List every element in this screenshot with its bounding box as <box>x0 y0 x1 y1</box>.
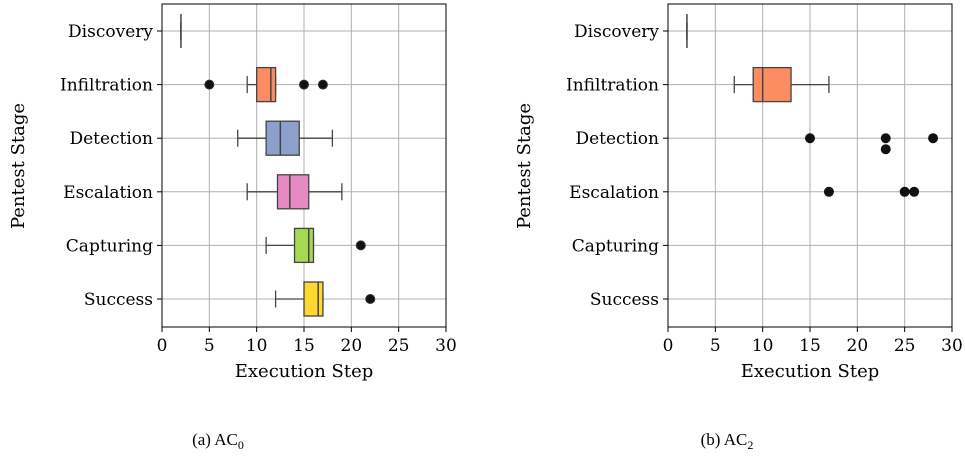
data-point <box>805 133 815 144</box>
x-tick-label: 10 <box>752 336 774 356</box>
y-axis-label: Pentest Stage <box>514 103 535 229</box>
y-tick-label: Capturing <box>66 236 153 256</box>
panel-caption: (a) AC0 <box>192 430 244 452</box>
x-tick-label: 25 <box>894 336 916 356</box>
box-infiltration <box>733 66 830 103</box>
data-point <box>928 133 939 144</box>
y-tick-label: Capturing <box>572 236 659 256</box>
caption-text: (b) AC <box>701 430 748 449</box>
x-tick-label: 0 <box>663 336 674 356</box>
y-axis-label: Pentest Stage <box>8 103 29 229</box>
box-body <box>276 174 310 210</box>
caption-subscript: 2 <box>747 438 753 452</box>
x-tick-label: 15 <box>799 336 821 356</box>
x-tick-label: 20 <box>341 336 363 356</box>
outlier-point <box>299 79 309 90</box>
x-tick-label: 10 <box>246 336 268 356</box>
y-tick-label: Detection <box>575 129 659 149</box>
caption-subscript: 0 <box>238 438 244 452</box>
data-point <box>880 144 891 155</box>
x-tick-label: 5 <box>204 336 215 356</box>
box-escalation <box>246 174 343 210</box>
plot-frame <box>161 3 447 328</box>
y-tick-label: Escalation <box>569 183 659 203</box>
y-tick-label: Success <box>84 290 153 310</box>
data-point <box>823 186 834 197</box>
x-tick-label: 15 <box>293 336 315 356</box>
box-detection <box>237 120 334 156</box>
y-tick-label: Infiltration <box>566 76 659 96</box>
box-success <box>274 281 376 317</box>
outlier-point <box>355 240 366 251</box>
y-tick-label: Infiltration <box>60 76 153 96</box>
outlier-point <box>204 79 215 90</box>
x-tick-label: 5 <box>710 336 721 356</box>
box-body <box>293 227 315 264</box>
outlier-point <box>317 79 328 90</box>
y-tick-label: Escalation <box>63 183 153 203</box>
box-body <box>303 281 324 317</box>
x-tick-label: 25 <box>388 336 410 356</box>
box-infiltration <box>204 66 328 103</box>
y-tick-label: Discovery <box>574 22 659 42</box>
x-axis-label: Execution Step <box>741 361 880 382</box>
data-point <box>899 186 910 197</box>
x-tick-label: 20 <box>847 336 869 356</box>
box-body <box>752 66 792 103</box>
plot-frame <box>667 3 953 328</box>
outlier-point <box>365 294 376 304</box>
x-tick-label: 30 <box>941 336 963 356</box>
x-axis-label: Execution Step <box>235 361 374 382</box>
y-tick-label: Success <box>590 290 659 310</box>
data-point <box>909 186 920 197</box>
chart-panel-1: 0 5 10 15 20 25 30 Discovery Infiltration Detecti… <box>514 3 963 452</box>
y-tick-label: Detection <box>69 129 153 149</box>
box-body <box>265 120 300 156</box>
y-tick-label: Discovery <box>68 22 153 42</box>
x-tick-label: 0 <box>157 336 168 356</box>
box-capturing <box>265 227 366 264</box>
caption-text: (a) AC <box>192 430 238 449</box>
data-point <box>880 133 891 144</box>
chart-panel-0: 0 5 10 15 20 25 30 Discovery Infiltration Detecti… <box>8 3 457 452</box>
panel-caption: (b) AC2 <box>701 430 754 452</box>
x-tick-label: 30 <box>435 336 457 356</box>
box-body <box>256 66 277 103</box>
